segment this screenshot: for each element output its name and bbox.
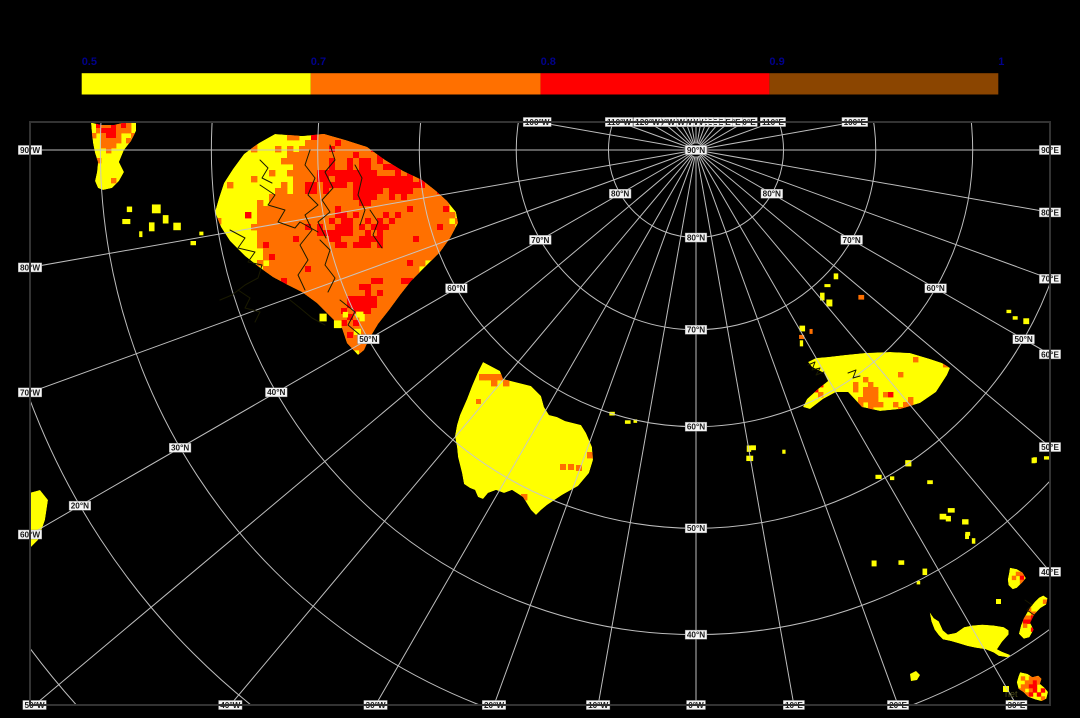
svg-text:net: net bbox=[1005, 689, 1018, 699]
svg-text:1: 1 bbox=[998, 56, 1004, 68]
svg-text:80°N: 80°N bbox=[611, 190, 629, 199]
svg-text:90°N: 90°N bbox=[687, 146, 705, 155]
svg-text:50°N: 50°N bbox=[1014, 335, 1032, 344]
svg-text:70°N: 70°N bbox=[843, 236, 861, 245]
svg-text:0.5: 0.5 bbox=[82, 56, 97, 68]
svg-text:60°N: 60°N bbox=[926, 284, 944, 293]
svg-text:40°N: 40°N bbox=[687, 631, 705, 640]
svg-text:60°N: 60°N bbox=[687, 423, 705, 432]
svg-text:30°N: 30°N bbox=[171, 444, 189, 453]
svg-text:70°N: 70°N bbox=[687, 326, 705, 335]
svg-text:0.8: 0.8 bbox=[541, 56, 556, 68]
svg-text:70°N: 70°N bbox=[531, 236, 549, 245]
svg-text:80°N: 80°N bbox=[687, 233, 705, 242]
svg-text:0.9: 0.9 bbox=[769, 56, 784, 68]
svg-text:0.7: 0.7 bbox=[311, 56, 326, 68]
svg-text:40°N: 40°N bbox=[267, 388, 285, 397]
svg-text:80°N: 80°N bbox=[763, 190, 781, 199]
svg-text:60°N: 60°N bbox=[447, 284, 465, 293]
svg-text:50°N: 50°N bbox=[687, 524, 705, 533]
svg-text:50°N: 50°N bbox=[359, 335, 377, 344]
svg-text:20°N: 20°N bbox=[71, 502, 89, 511]
